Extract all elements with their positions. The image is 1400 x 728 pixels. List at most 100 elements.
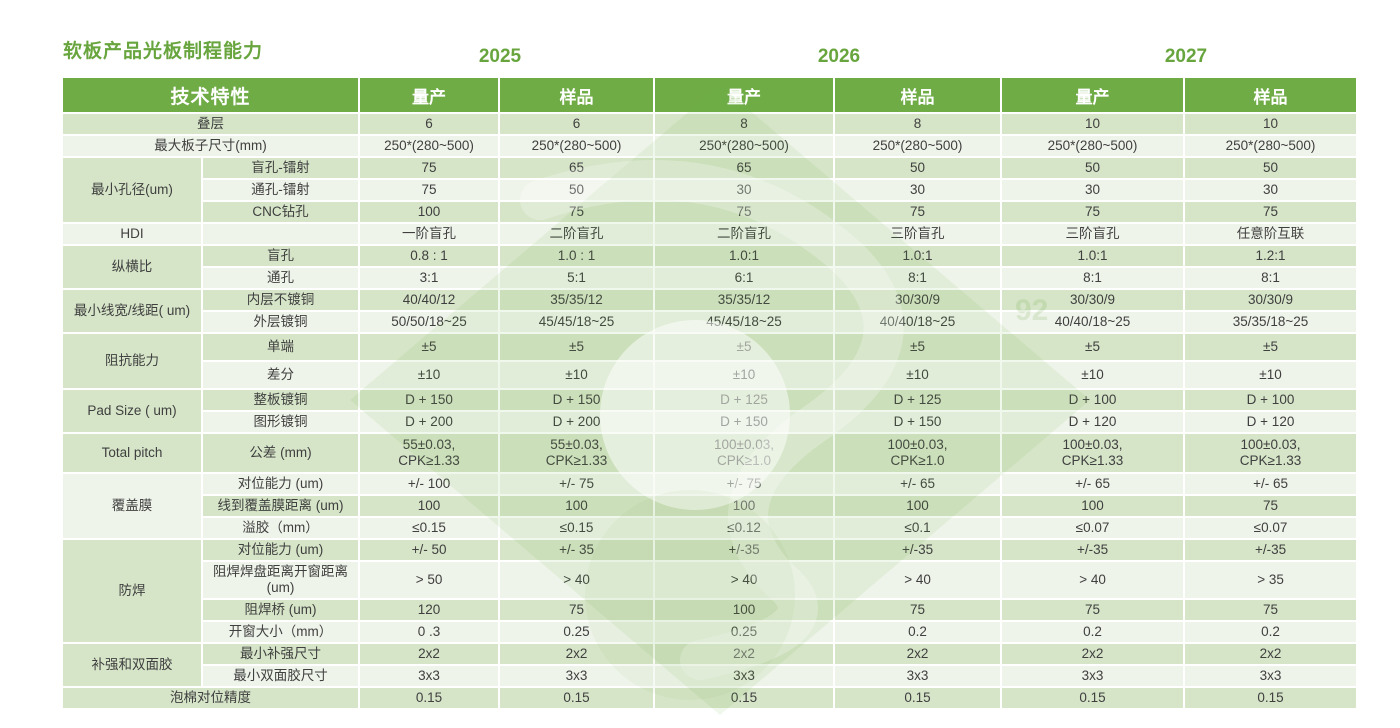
cell-value: 75 (835, 600, 1003, 622)
cell-value: 100±0.03, CPK≥1.0 (835, 434, 1003, 474)
row-group-label: Total pitch (63, 434, 203, 474)
row-sub-label: 外层镀铜 (203, 312, 361, 334)
cell-value: 三阶盲孔 (1002, 224, 1186, 246)
row-full-label: 叠层 (63, 114, 361, 136)
cell-value: 40/40/12 (360, 290, 501, 312)
cell-value: ±5 (655, 334, 836, 362)
cell-value: 40/40/18~25 (835, 312, 1003, 334)
cell-value: 75 (360, 158, 501, 180)
table-row: 防焊 对位能力 (um) +/- 50 +/- 35 +/-35 +/-35 +/-35 +/… (63, 540, 1359, 644)
cell-value: 0.15 (655, 688, 836, 710)
cell-value: 100±0.03, CPK≥1.0 (655, 434, 836, 474)
cell-value: ±5 (360, 334, 501, 362)
table-row: 最小线宽/线距( um) 内层不镀铜 40/40/12 35/35/12 35/35/1… (63, 290, 1359, 334)
cell-value: 50 (500, 180, 656, 202)
cell-value: 75 (1002, 600, 1186, 622)
cell-value: 任意阶互联 (1185, 224, 1359, 246)
cell-value: 30/30/9 (835, 290, 1003, 312)
table-row: 叠层 6 6 8 8 10 10 (63, 114, 1359, 136)
cell-value: > 35 (1185, 562, 1359, 600)
cell-value: ±10 (360, 362, 501, 390)
cell-value: 8:1 (835, 268, 1003, 290)
cell-value: 3x3 (500, 666, 656, 688)
cell-value: ±5 (1185, 334, 1359, 362)
row-sub-label: 公差 (mm) (203, 434, 361, 474)
cell-value: 6 (360, 114, 501, 136)
page-title: 软板产品光板制程能力 (63, 41, 264, 62)
cell-value: 100 (360, 202, 501, 224)
cell-value: 3x3 (1002, 666, 1186, 688)
cell-value: 30 (655, 180, 836, 202)
row-sub-label: 对位能力 (um) (203, 474, 361, 496)
cell-value: 0.2 (835, 622, 1003, 644)
cell-value: 35/35/12 (500, 290, 656, 312)
cell-value: ≤0.15 (500, 518, 656, 540)
cell-value: ≤0.12 (655, 518, 836, 540)
row-sub-label: 整板镀铜 (203, 390, 361, 412)
cell-value: ≤0.1 (835, 518, 1003, 540)
cell-value: 0.2 (1185, 622, 1359, 644)
table-row: Total pitch 公差 (mm) 55±0.03, CPK≥1.33 55±0.… (63, 434, 1359, 474)
cell-value: 250*(280~500) (1185, 136, 1359, 158)
table-row: 阻抗能力 单端 ±5 ±5 ±5 ±5 ±5 ±5 (63, 334, 1359, 390)
cell-value: 40/40/18~25 (1002, 312, 1186, 334)
row-group-label: 最小线宽/线距( um) (63, 290, 203, 334)
cell-value: 0 .3 (360, 622, 501, 644)
cell-value: 100 (500, 496, 656, 518)
cell-value: 0.15 (500, 688, 656, 710)
row-sub-label: 盲孔-镭射 (203, 158, 361, 180)
table-row: HDI 一阶盲孔 二阶盲孔 二阶盲孔 三阶盲孔 三阶盲孔 任意阶互联 (63, 224, 1359, 246)
row-sub-label: 单端 (203, 334, 361, 362)
cell-value: ±5 (500, 334, 656, 362)
table-row: 外层镀铜 50/50/18~25 45/45/18~25 45/45/18~25 40/… (63, 312, 1359, 334)
cell-value: 3x3 (835, 666, 1003, 688)
row-sub-label: 内层不镀铜 (203, 290, 361, 312)
row-sub-label: 线到覆盖膜距离 (um) (203, 496, 361, 518)
cell-value: 250*(280~500) (1002, 136, 1186, 158)
cell-value: D + 150 (655, 412, 836, 434)
cell-value: +/- 65 (1185, 474, 1359, 496)
cell-value: 8:1 (1185, 268, 1359, 290)
cell-value: 250*(280~500) (655, 136, 836, 158)
row-sub-label: 最小补强尺寸 (203, 644, 361, 666)
row-full-label: 泡棉对位精度 (63, 688, 361, 710)
cell-value: > 40 (500, 562, 656, 600)
row-sub-label: 溢胶（mm） (203, 518, 361, 540)
cell-value: 100 (655, 600, 836, 622)
cell-value: 8 (655, 114, 836, 136)
cell-value: 1.0:1 (835, 246, 1003, 268)
header-2025-mass-production: 量产 (360, 78, 501, 114)
cell-value: 75 (1185, 600, 1359, 622)
table-row: 差分 ±10 ±10 ±10 ±10 ±10 ±10 (63, 362, 1359, 390)
cell-value: D + 125 (655, 390, 836, 412)
cell-value: 1.0:1 (1002, 246, 1186, 268)
cell-value: +/- 50 (360, 540, 501, 562)
cell-value: 35/35/12 (655, 290, 836, 312)
cell-value: 100 (655, 496, 836, 518)
cell-value: D + 100 (1002, 390, 1186, 412)
cell-value: 0.15 (1185, 688, 1359, 710)
cell-value: 65 (500, 158, 656, 180)
cell-value: 0.15 (360, 688, 501, 710)
table-row: 补强和双面胶 最小补强尺寸 2x2 2x2 2x2 2x2 2x2 2x2 (63, 644, 1359, 688)
cell-value: 1.2:1 (1185, 246, 1359, 268)
cell-value: ±10 (1185, 362, 1359, 390)
cell-value: ≤0.07 (1185, 518, 1359, 540)
cell-value: > 50 (360, 562, 501, 600)
cell-value: 100 (835, 496, 1003, 518)
cell-value: 75 (835, 202, 1003, 224)
cell-value: 2x2 (655, 644, 836, 666)
cell-value: +/- 65 (1002, 474, 1186, 496)
cell-value: ±10 (1002, 362, 1186, 390)
header-2027-sample: 样品 (1185, 78, 1359, 114)
table-row: 纵横比 盲孔 0.8 : 1 1.0 : 1 1.0:1 1.0:1 1.0:1 1.2:1 (63, 246, 1359, 290)
table-row: 开窗大小（mm） 0 .3 0.25 0.25 0.2 0.2 0.2 (63, 622, 1359, 644)
cell-value: D + 150 (360, 390, 501, 412)
cell-value: +/- 35 (500, 540, 656, 562)
cell-value: D + 100 (1185, 390, 1359, 412)
cell-value: 250*(280~500) (360, 136, 501, 158)
header-2026-mass-production: 量产 (655, 78, 836, 114)
row-group-label: HDI (63, 224, 203, 246)
cell-value: 0.25 (500, 622, 656, 644)
cell-value: 50 (1185, 158, 1359, 180)
